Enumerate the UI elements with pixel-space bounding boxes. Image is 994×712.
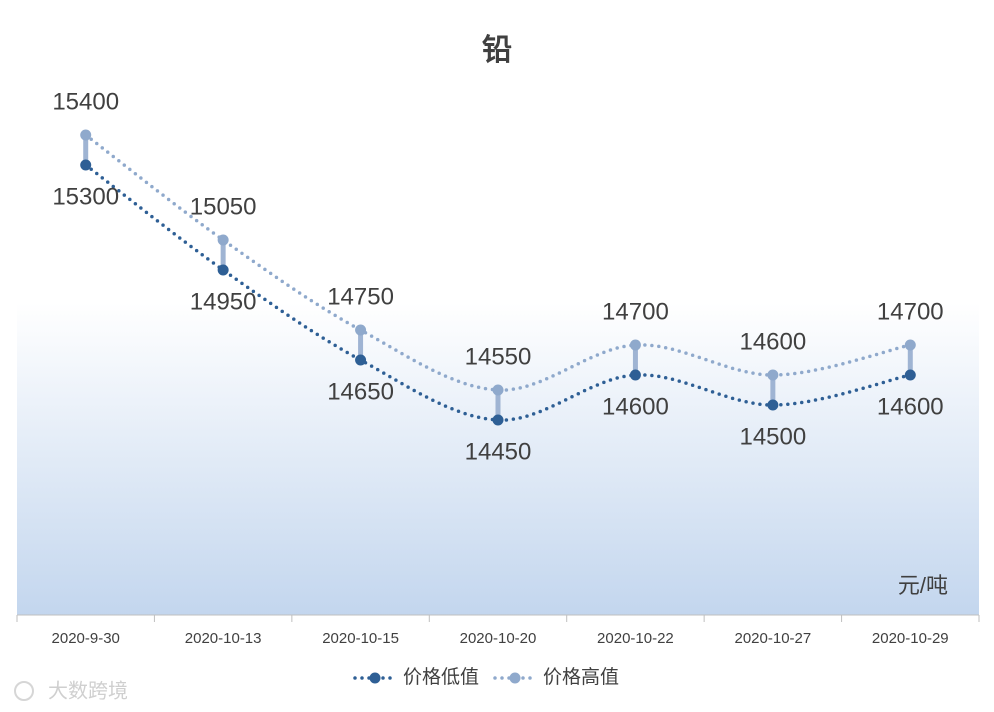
legend-marker (369, 672, 381, 684)
x-tick-label: 2020-10-20 (460, 630, 537, 647)
plot-area (17, 15, 979, 615)
data-point (492, 384, 504, 396)
data-label: 14450 (465, 438, 532, 465)
legend-marker (509, 672, 521, 684)
x-tick-label: 2020-10-13 (185, 630, 262, 647)
data-point (629, 369, 641, 381)
data-label: 14600 (602, 393, 669, 420)
data-label: 14650 (327, 378, 394, 405)
data-label: 14700 (602, 298, 669, 325)
legend-label: 价格低值 (403, 666, 479, 688)
data-point (217, 234, 229, 246)
legend-label: 价格高值 (543, 666, 619, 688)
x-tick-label: 2020-10-22 (597, 630, 674, 647)
watermark-icon (14, 681, 34, 701)
data-point (492, 414, 504, 426)
data-label: 14750 (327, 283, 394, 310)
x-tick-label: 2020-10-27 (734, 630, 811, 647)
data-label: 14700 (877, 298, 944, 325)
data-point (355, 324, 367, 336)
data-point (629, 339, 641, 351)
data-point (80, 129, 92, 141)
data-point (217, 264, 229, 276)
data-point (767, 369, 779, 381)
watermark: 大数跨境 (48, 679, 128, 702)
data-label: 14550 (465, 343, 532, 370)
data-point (80, 159, 92, 171)
data-label: 15050 (190, 193, 257, 220)
data-point (355, 354, 367, 366)
data-point (904, 369, 916, 381)
x-tick-label: 2020-10-29 (872, 630, 949, 647)
data-label: 14500 (739, 423, 806, 450)
x-tick-label: 2020-10-15 (322, 630, 399, 647)
unit-label: 元/吨 (898, 573, 948, 598)
chart-title: 铅 (482, 34, 512, 67)
data-label: 14600 (877, 393, 944, 420)
data-label: 15400 (52, 88, 119, 115)
data-point (767, 399, 779, 411)
x-tick-label: 2020-9-30 (52, 630, 120, 647)
data-label: 14950 (190, 288, 257, 315)
data-point (904, 339, 916, 351)
data-label: 15300 (52, 183, 119, 210)
data-label: 14600 (739, 328, 806, 355)
